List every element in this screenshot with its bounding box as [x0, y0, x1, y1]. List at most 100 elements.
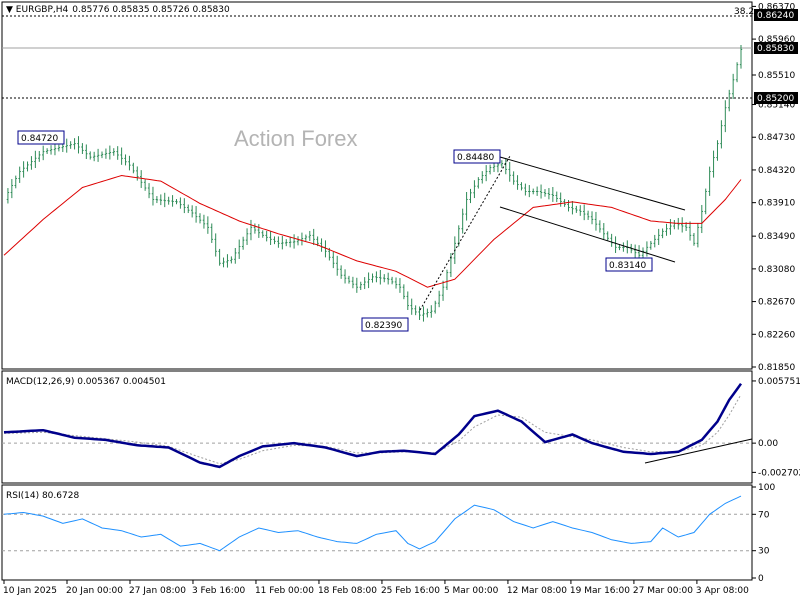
- macd-tick-label: -0.002702: [758, 468, 800, 478]
- candle: [731, 73, 735, 99]
- candle: [120, 147, 123, 165]
- candle: [465, 191, 468, 221]
- price-tick-label: 0.85960: [758, 35, 795, 45]
- macd-line: [3, 382, 743, 469]
- dropdown-icon[interactable]: ▼: [6, 5, 16, 15]
- candle: [38, 151, 41, 162]
- candle: [473, 180, 476, 199]
- candle: [238, 239, 241, 259]
- price-axis-markers: 0.86240 0.85830 0.85200: [754, 9, 798, 104]
- candle: [159, 194, 163, 206]
- candle: [92, 151, 96, 162]
- candle: [6, 188, 10, 204]
- candle: [394, 277, 398, 289]
- annotation-high-box: [17, 130, 65, 145]
- candle: [426, 308, 429, 318]
- candle: [484, 165, 488, 182]
- candle: [22, 161, 25, 178]
- candle: [355, 277, 359, 293]
- candle: [175, 199, 178, 205]
- candle: [657, 228, 660, 245]
- time-tick-label: 3 Feb 16:00: [192, 586, 246, 596]
- candle: [661, 228, 664, 239]
- candle: [375, 271, 378, 283]
- current-price-value: 0.85830: [757, 44, 794, 54]
- time-tick-label: 10 Jan 2025: [3, 586, 57, 596]
- candle: [339, 265, 343, 279]
- candle: [602, 223, 605, 240]
- candle: [410, 298, 413, 315]
- candle: [559, 192, 562, 207]
- candle: [245, 228, 249, 245]
- candle: [728, 89, 731, 112]
- candle: [100, 151, 104, 159]
- candle: [434, 300, 437, 314]
- rsi-tick-label: 0: [758, 574, 764, 584]
- candle: [336, 255, 339, 276]
- candle: [214, 233, 217, 257]
- candle: [10, 179, 14, 199]
- moving-average-line: [3, 174, 742, 288]
- candle: [379, 269, 382, 285]
- candle: [147, 183, 151, 199]
- candle: [140, 170, 143, 188]
- candle: [104, 148, 108, 159]
- candle: [112, 148, 115, 156]
- price-tick-label: 0.86370: [758, 2, 795, 12]
- candle: [398, 278, 402, 293]
- candle: [249, 219, 253, 241]
- candle: [202, 214, 206, 229]
- candle: [241, 236, 245, 250]
- candle: [155, 196, 159, 204]
- candle: [57, 144, 61, 152]
- rsi-panel[interactable]: RSI(14) 80.6728 100 70 30 0: [1, 483, 775, 584]
- candle: [171, 195, 174, 207]
- candle: [653, 234, 656, 248]
- candle: [700, 204, 703, 234]
- time-tick-label: 19 Mar 16:00: [570, 586, 630, 596]
- time-tick-label: 27 Mar 00:00: [633, 586, 693, 596]
- rsi-tick-label: 30: [758, 547, 770, 557]
- annotation-high: 0.84720: [21, 134, 58, 144]
- candle: [151, 186, 155, 206]
- candle: [190, 205, 194, 218]
- fib-level-label: 38.2: [734, 7, 754, 17]
- time-axis: 10 Jan 2025 20 Jan 00:00 27 Jan 08:00 3 Feb…: [3, 580, 749, 596]
- candle: [179, 197, 182, 209]
- candle: [292, 234, 296, 249]
- macd-title: MACD(12,26,9) 0.005367 0.004501: [6, 377, 166, 387]
- candle: [430, 305, 433, 318]
- candle: [598, 220, 602, 233]
- candle: [669, 219, 672, 235]
- candle: [261, 230, 264, 238]
- price-annotations: 0.84720 0.82390 0.84480 0.83140: [17, 130, 653, 332]
- candle: [696, 222, 700, 248]
- candle: [586, 210, 590, 220]
- price-tick-label: 0.82260: [758, 330, 795, 340]
- candle: [512, 171, 515, 185]
- candle: [89, 151, 92, 160]
- candle: [641, 247, 645, 259]
- candle: [288, 236, 292, 248]
- level-lower-value: 0.85200: [757, 94, 794, 104]
- candle: [720, 120, 723, 149]
- candle: [371, 273, 374, 283]
- candle: [257, 224, 261, 238]
- rsi-title: RSI(14) 80.6728: [6, 491, 79, 501]
- candle: [269, 230, 272, 245]
- candle: [488, 164, 492, 175]
- candle: [265, 230, 268, 242]
- candle: [414, 305, 417, 316]
- macd-panel[interactable]: MACD(12,26,9) 0.005367 0.004501 0.005751…: [1, 370, 800, 484]
- price-panel[interactable]: Action Forex 38.2 0.84720 0.82390 0.8448…: [1, 1, 754, 370]
- candle: [680, 217, 684, 233]
- candle: [739, 45, 743, 69]
- candle: [724, 100, 727, 133]
- candle: [594, 211, 598, 231]
- channel-upper-line: [499, 156, 686, 211]
- candle: [347, 275, 351, 284]
- candle: [281, 235, 284, 250]
- candle: [547, 188, 551, 200]
- candle: [363, 277, 366, 290]
